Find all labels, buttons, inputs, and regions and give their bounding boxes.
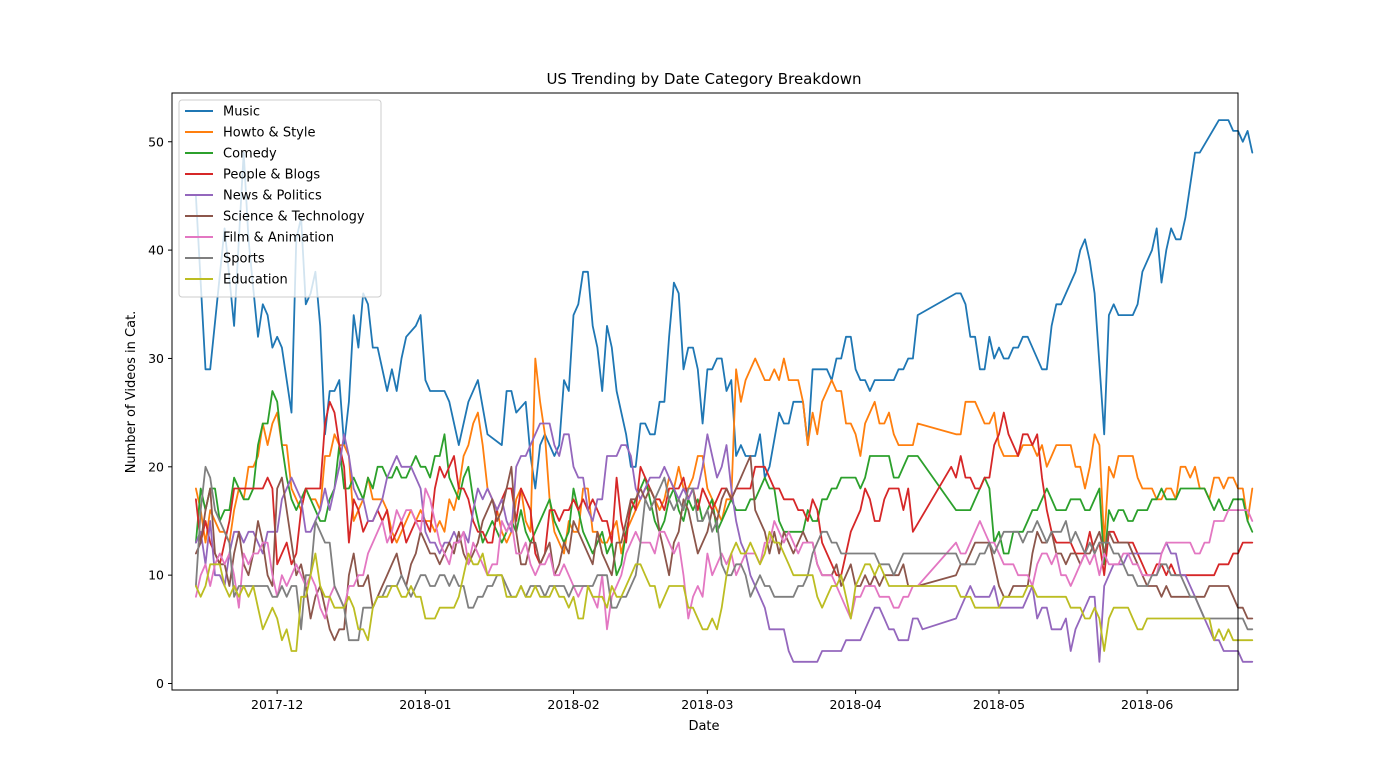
y-tick-label: 30 [148, 351, 164, 366]
x-tick-label: 2018-04 [829, 697, 881, 712]
y-tick-label: 20 [148, 459, 164, 474]
x-tick-label: 2018-03 [681, 697, 733, 712]
series-line-0 [195, 119, 1254, 490]
legend-box [178, 99, 382, 298]
legend-label: Film & Animation [223, 231, 334, 246]
y-tick-label: 0 [156, 676, 164, 691]
x-tick-label: 2018-02 [547, 697, 599, 712]
legend: Music Howto & Style Comedy People & Blogs Ne… [178, 99, 382, 298]
y-tick-label: 50 [148, 134, 164, 149]
series-line-3 [195, 400, 1254, 577]
series-line-6 [195, 487, 1254, 631]
x-tick-label: 2017-12 [251, 697, 303, 712]
legend-label: Education [223, 273, 288, 288]
legend-label: Science & Technology [223, 210, 365, 225]
y-axis: 0 10 20 30 40 50 [148, 134, 172, 691]
x-tick-label: 2018-06 [1121, 697, 1173, 712]
x-tick-label: 2018-05 [973, 697, 1025, 712]
chart-title: US Trending by Date Category Breakdown [546, 70, 861, 88]
y-tick-label: 10 [148, 568, 164, 583]
plot-area [195, 119, 1254, 663]
legend-label: Sports [223, 252, 265, 267]
y-tick-label: 40 [148, 243, 164, 258]
plot-frame [171, 92, 1239, 691]
series-line-7 [195, 465, 1254, 642]
x-axis: 2017-12 2018-01 2018-02 2018-03 2018-04 2018-… [251, 690, 1173, 712]
legend-label: Music [223, 105, 260, 120]
legend-label: News & Politics [223, 189, 322, 204]
x-tick-label: 2018-01 [399, 697, 451, 712]
legend-label: Comedy [223, 147, 277, 162]
legend-label: People & Blogs [223, 168, 320, 183]
y-axis-label: Number of Videos in Cat. [124, 311, 139, 474]
series-line-4 [195, 422, 1254, 663]
x-axis-label: Date [688, 719, 719, 734]
series-line-8 [195, 530, 1254, 652]
legend-label: Howto & Style [223, 126, 315, 141]
